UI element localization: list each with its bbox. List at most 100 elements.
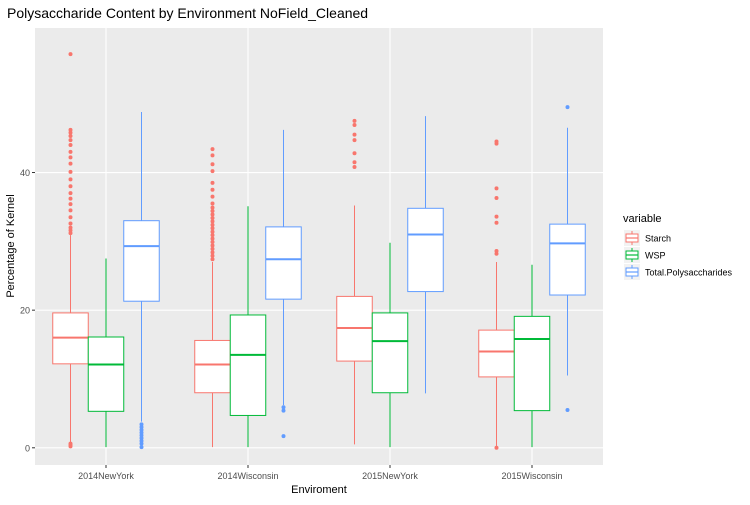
- outlier-point: [210, 257, 215, 262]
- outlier-point: [210, 169, 215, 174]
- outlier-point: [352, 151, 357, 156]
- outlier-point: [494, 186, 499, 191]
- outlier-point: [68, 215, 73, 220]
- outlier-point: [565, 105, 570, 110]
- legend-item-total-polysaccharides: Total.Polysaccharides: [624, 264, 733, 280]
- outlier-point: [68, 155, 73, 160]
- outlier-point: [352, 123, 357, 128]
- box-body: [229, 314, 267, 416]
- boxplot-wsp-2015wisconsin: [513, 264, 551, 448]
- outlier-point: [68, 191, 73, 196]
- box-body: [87, 336, 125, 412]
- boxplot-starch-2014newyork: [52, 52, 89, 449]
- legend-label: WSP: [645, 251, 666, 261]
- legend-label: Starch: [645, 234, 671, 244]
- outlier-point: [210, 194, 215, 199]
- box-body: [371, 312, 409, 394]
- outlier-point: [139, 430, 144, 435]
- outlier-point: [352, 118, 357, 123]
- outlier-point: [68, 161, 73, 166]
- axis-layer: 0 20 40 2014NewYork 2014Wisconsin 2015NewYork…: [20, 168, 563, 481]
- legend-item-starch: Starch: [624, 230, 671, 246]
- boxplot-wsp-2015newyork: [371, 242, 409, 448]
- boxplot-starch-2014wisconsin: [194, 147, 231, 448]
- outlier-point: [210, 209, 215, 214]
- outlier-point: [68, 228, 73, 233]
- box-body: [265, 226, 302, 300]
- outlier-point: [139, 427, 144, 432]
- outlier-point: [68, 142, 73, 147]
- outlier-point: [352, 138, 357, 143]
- x-tick-label: 2014Wisconsin: [217, 471, 278, 481]
- outlier-point: [210, 226, 215, 231]
- outlier-point: [210, 233, 215, 238]
- outlier-point: [68, 225, 73, 230]
- outlier-point: [494, 251, 499, 256]
- y-tick-label: 40: [20, 168, 30, 178]
- outlier-point: [494, 195, 499, 200]
- boxplot-starch-2015newyork: [336, 118, 373, 445]
- outlier-point: [139, 433, 144, 438]
- legend-item-wsp: WSP: [624, 247, 666, 263]
- outlier-point: [494, 220, 499, 225]
- outlier-point: [210, 205, 215, 210]
- outlier-point: [352, 165, 357, 170]
- box-body: [513, 315, 551, 412]
- outlier-point: [68, 221, 73, 226]
- outlier-point: [281, 405, 286, 410]
- outlier-point: [210, 201, 215, 206]
- outlier-point: [210, 229, 215, 234]
- outlier-point: [68, 52, 73, 57]
- boxplot-total-polysaccharides-2015newyork: [407, 116, 444, 394]
- outlier-point: [139, 422, 144, 427]
- box-layer: [52, 52, 586, 450]
- outlier-point: [139, 441, 144, 446]
- box-body: [478, 329, 515, 378]
- outlier-point: [68, 130, 73, 135]
- outlier-point: [139, 445, 144, 450]
- outlier-point: [210, 180, 215, 185]
- outlier-point: [139, 425, 144, 430]
- box-body: [549, 223, 586, 296]
- outlier-point: [210, 162, 215, 167]
- box-body: [194, 339, 231, 394]
- outlier-point: [210, 212, 215, 217]
- outlier-point: [68, 138, 73, 143]
- outlier-point: [139, 436, 144, 441]
- outlier-point: [210, 250, 215, 255]
- y-axis-label: Percentage of Kernel: [5, 194, 17, 297]
- outlier-point: [139, 438, 144, 443]
- boxplot-total-polysaccharides-2014wisconsin: [265, 129, 302, 439]
- outlier-point: [210, 243, 215, 248]
- box-body: [407, 207, 444, 293]
- outlier-point: [352, 160, 357, 165]
- outlier-point: [210, 187, 215, 192]
- legend: variable Starch WSP Total.Polysaccharides: [623, 213, 733, 280]
- x-tick-label: 2015NewYork: [362, 471, 418, 481]
- boxplot-total-polysaccharides-2015wisconsin: [549, 105, 586, 412]
- outlier-point: [210, 219, 215, 224]
- outlier-point: [68, 169, 73, 174]
- outlier-point: [494, 445, 499, 450]
- outlier-point: [68, 208, 73, 213]
- outlier-point: [494, 248, 499, 253]
- chart-title: Polysaccharide Content by Environment No…: [7, 5, 368, 21]
- outlier-point: [210, 147, 215, 152]
- outlier-point: [210, 153, 215, 158]
- y-tick-label: 0: [25, 443, 30, 453]
- boxplot-total-polysaccharides-2014newyork: [123, 111, 160, 450]
- outlier-point: [281, 408, 286, 413]
- outlier-point: [68, 202, 73, 207]
- outlier-point: [68, 127, 73, 132]
- y-tick-label: 20: [20, 306, 30, 316]
- outlier-point: [68, 196, 73, 201]
- x-tick-label: 2015Wisconsin: [501, 471, 562, 481]
- boxplot-wsp-2014wisconsin: [229, 206, 267, 448]
- outlier-point: [210, 236, 215, 241]
- outlier-point: [68, 149, 73, 154]
- outlier-point: [494, 214, 499, 219]
- boxplot-wsp-2014newyork: [87, 258, 125, 448]
- outlier-point: [68, 231, 73, 236]
- outlier-point: [494, 139, 499, 144]
